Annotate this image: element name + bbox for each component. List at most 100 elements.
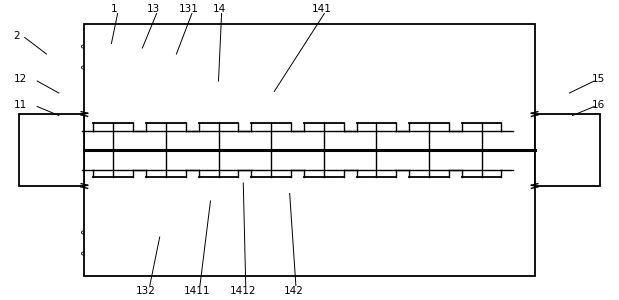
Text: 132: 132 bbox=[136, 286, 155, 296]
Circle shape bbox=[256, 65, 264, 69]
Circle shape bbox=[411, 44, 419, 48]
Circle shape bbox=[448, 251, 456, 256]
Circle shape bbox=[521, 44, 529, 48]
Circle shape bbox=[393, 65, 401, 69]
Circle shape bbox=[466, 44, 474, 48]
Circle shape bbox=[173, 65, 181, 69]
Circle shape bbox=[228, 230, 236, 235]
Circle shape bbox=[246, 251, 254, 256]
Circle shape bbox=[164, 230, 172, 235]
Circle shape bbox=[494, 251, 502, 256]
Circle shape bbox=[521, 230, 529, 235]
Circle shape bbox=[109, 230, 117, 235]
Text: 2: 2 bbox=[14, 31, 20, 41]
Circle shape bbox=[128, 251, 136, 256]
Bar bbox=[84, 24, 535, 276]
Circle shape bbox=[155, 44, 163, 48]
Circle shape bbox=[420, 44, 428, 48]
Circle shape bbox=[182, 230, 190, 235]
Circle shape bbox=[485, 44, 493, 48]
Circle shape bbox=[100, 65, 108, 69]
Circle shape bbox=[90, 230, 98, 235]
Circle shape bbox=[237, 230, 245, 235]
Circle shape bbox=[118, 44, 126, 48]
Circle shape bbox=[338, 230, 346, 235]
Circle shape bbox=[90, 44, 98, 48]
Circle shape bbox=[430, 44, 438, 48]
Circle shape bbox=[191, 44, 199, 48]
Circle shape bbox=[494, 65, 502, 69]
Circle shape bbox=[210, 44, 218, 48]
Circle shape bbox=[82, 251, 90, 256]
Circle shape bbox=[357, 251, 365, 256]
Circle shape bbox=[512, 44, 520, 48]
Circle shape bbox=[145, 44, 154, 48]
Circle shape bbox=[374, 65, 383, 69]
Circle shape bbox=[274, 44, 282, 48]
Circle shape bbox=[301, 65, 310, 69]
Circle shape bbox=[82, 230, 90, 235]
Circle shape bbox=[219, 251, 227, 256]
Circle shape bbox=[237, 251, 245, 256]
Circle shape bbox=[256, 251, 264, 256]
Circle shape bbox=[155, 65, 163, 69]
Circle shape bbox=[109, 251, 117, 256]
Text: 141: 141 bbox=[312, 4, 332, 14]
Circle shape bbox=[384, 251, 392, 256]
Circle shape bbox=[128, 44, 136, 48]
Circle shape bbox=[109, 44, 117, 48]
Circle shape bbox=[301, 44, 310, 48]
Circle shape bbox=[228, 251, 236, 256]
Circle shape bbox=[365, 44, 373, 48]
Circle shape bbox=[439, 251, 447, 256]
Circle shape bbox=[136, 230, 144, 235]
Circle shape bbox=[310, 230, 318, 235]
Circle shape bbox=[411, 65, 419, 69]
Circle shape bbox=[274, 65, 282, 69]
Text: 142: 142 bbox=[284, 286, 304, 296]
Circle shape bbox=[301, 230, 310, 235]
Circle shape bbox=[365, 251, 373, 256]
Circle shape bbox=[457, 251, 465, 256]
Circle shape bbox=[283, 251, 291, 256]
Circle shape bbox=[393, 251, 401, 256]
Circle shape bbox=[448, 65, 456, 69]
Circle shape bbox=[182, 65, 190, 69]
Text: 11: 11 bbox=[14, 100, 27, 110]
Text: 15: 15 bbox=[592, 74, 605, 85]
Circle shape bbox=[357, 65, 365, 69]
Circle shape bbox=[283, 65, 291, 69]
Circle shape bbox=[219, 65, 227, 69]
Circle shape bbox=[402, 251, 410, 256]
Circle shape bbox=[136, 251, 144, 256]
Circle shape bbox=[118, 230, 126, 235]
Circle shape bbox=[494, 44, 502, 48]
Circle shape bbox=[512, 65, 520, 69]
Circle shape bbox=[283, 44, 291, 48]
Circle shape bbox=[475, 44, 483, 48]
Circle shape bbox=[374, 44, 383, 48]
Circle shape bbox=[164, 44, 172, 48]
Circle shape bbox=[182, 44, 190, 48]
Circle shape bbox=[319, 230, 327, 235]
Circle shape bbox=[439, 230, 447, 235]
Circle shape bbox=[173, 251, 181, 256]
Circle shape bbox=[228, 44, 236, 48]
Circle shape bbox=[292, 44, 300, 48]
Circle shape bbox=[228, 65, 236, 69]
Circle shape bbox=[173, 230, 181, 235]
Circle shape bbox=[264, 65, 272, 69]
Circle shape bbox=[329, 44, 337, 48]
Text: 12: 12 bbox=[14, 74, 27, 85]
Circle shape bbox=[512, 251, 520, 256]
Text: 16: 16 bbox=[592, 100, 605, 110]
Circle shape bbox=[136, 44, 144, 48]
Circle shape bbox=[145, 230, 154, 235]
Circle shape bbox=[182, 251, 190, 256]
Circle shape bbox=[475, 230, 483, 235]
Circle shape bbox=[292, 230, 300, 235]
Circle shape bbox=[393, 44, 401, 48]
Circle shape bbox=[90, 251, 98, 256]
Circle shape bbox=[384, 65, 392, 69]
Circle shape bbox=[448, 230, 456, 235]
